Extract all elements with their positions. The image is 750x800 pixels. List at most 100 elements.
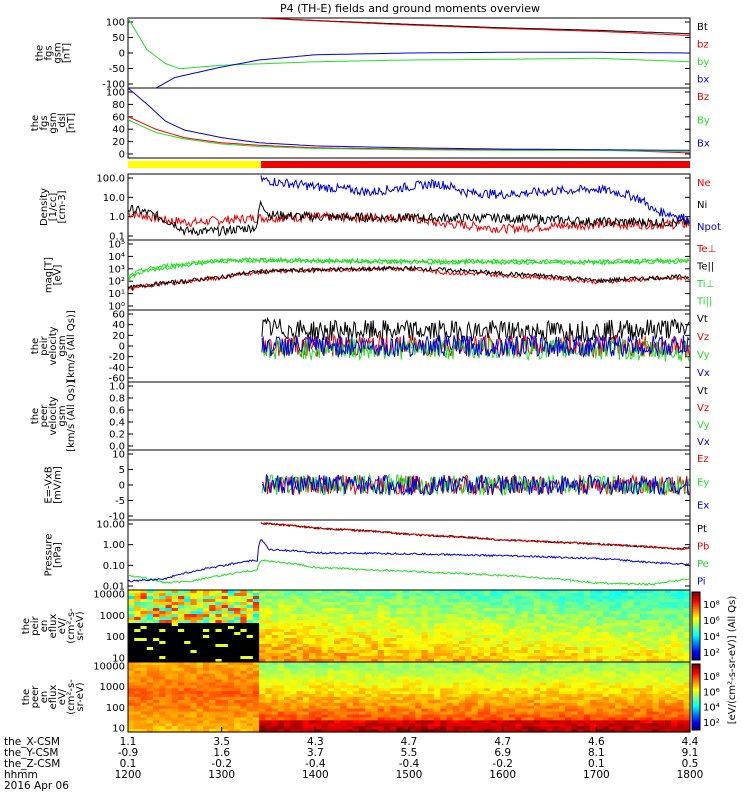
spectro-cell: [327, 720, 335, 724]
spectro-cell: [152, 688, 160, 692]
spectro-cell: [596, 673, 604, 678]
spectro-cell: [577, 611, 585, 615]
spectro-cell: [190, 632, 198, 636]
spectro-cell: [627, 685, 635, 689]
spectro-cell: [490, 708, 498, 713]
spectro-cell: [277, 676, 285, 681]
spectro-cell: [583, 629, 591, 633]
spectro-cell: [352, 593, 360, 597]
spectro-cell: [465, 608, 473, 612]
spectro-cell: [309, 723, 316, 727]
spectro-cell: [583, 638, 591, 642]
spectro-cell: [565, 720, 572, 724]
spectro-cell: [209, 699, 217, 704]
spectro-cell: [177, 614, 185, 618]
spectro-cell: [471, 593, 479, 597]
spectro-cell: [546, 641, 554, 645]
spectro-cell: [215, 626, 223, 630]
spectro-cell: [627, 656, 635, 660]
spectro-cell: [427, 688, 435, 692]
spectro-cell: [128, 632, 135, 636]
spectro-cell: [477, 662, 485, 666]
spectro-cell: [352, 620, 360, 624]
spectro-cell: [658, 632, 666, 636]
spectro-cell: [277, 650, 285, 654]
spectro-cell: [496, 614, 504, 618]
spectro-cell: [496, 599, 504, 603]
spectro-cell: [146, 635, 154, 639]
spectro-cell: [615, 679, 622, 684]
spectro-cell: [502, 632, 510, 636]
spectro-cell: [302, 614, 310, 618]
spectro-cell: [234, 641, 241, 645]
spectro-cell: [433, 617, 441, 621]
spectro-cell: [302, 664, 310, 669]
spectro-cell: [596, 608, 604, 612]
spectro-cell: [621, 711, 629, 716]
spectro-cell: [152, 602, 160, 606]
spectro-cell: [571, 656, 579, 660]
spectro-cell: [596, 617, 604, 621]
spectro-cell: [321, 673, 329, 678]
spectro-cell: [465, 664, 473, 669]
spectro-cell: [483, 608, 491, 612]
spectro-cell: [240, 694, 248, 698]
spectro-cell: [446, 694, 454, 698]
spectro-cell: [327, 593, 335, 597]
spectro-cell: [159, 667, 167, 672]
spectro-cell: [327, 714, 335, 719]
spectro-cell: [465, 626, 473, 630]
spectro-cell: [515, 617, 522, 621]
spectro-cell: [483, 723, 491, 727]
spectro-cell: [190, 599, 198, 603]
spectro-cell: [633, 593, 641, 597]
spectro-cell: [671, 717, 679, 721]
spectro-cell: [271, 679, 279, 684]
spectro-cell: [171, 667, 179, 672]
spectro-cell: [209, 726, 217, 730]
spectro-cell: [371, 699, 379, 704]
spectro-cell: [284, 611, 291, 615]
spectro-cell: [234, 697, 241, 701]
spectro-cell: [190, 664, 198, 669]
spectro-cell: [234, 667, 241, 672]
spectro-cell: [290, 644, 298, 648]
series-by-line: [128, 119, 690, 153]
spectro-cell: [540, 714, 547, 719]
spectro-cell: [140, 635, 148, 639]
spectro-cell: [533, 720, 541, 724]
spectro-cell: [315, 676, 323, 681]
spectro-cell: [234, 593, 241, 597]
spectro-cell: [558, 662, 566, 666]
spectro-cell: [540, 590, 547, 594]
spectro-cell: [309, 699, 316, 704]
spectro-cell: [496, 682, 504, 686]
spectro-cell: [259, 659, 266, 663]
spectro-cell: [377, 608, 385, 612]
spectro-cell: [290, 699, 298, 704]
spectro-cell: [309, 711, 316, 716]
spectro-cell: [558, 635, 566, 639]
spectro-cell: [359, 656, 366, 660]
spectro-cell: [533, 691, 541, 695]
spectro-cell: [277, 708, 285, 713]
spectro-cell: [252, 608, 260, 612]
spectro-cell: [390, 620, 398, 624]
spectro-cell: [284, 726, 291, 730]
spectro-cell: [352, 673, 360, 678]
spectro-cell: [471, 705, 479, 710]
spectro-cell: [284, 626, 291, 630]
spectro-cell: [140, 593, 148, 597]
spectro-cell: [321, 626, 329, 630]
spectro-cell: [215, 667, 223, 672]
spectro-cell: [321, 691, 329, 695]
spectro-cell: [390, 711, 398, 716]
spectro-cell: [396, 694, 404, 698]
spectro-cell: [159, 685, 167, 689]
spectro-cell: [190, 717, 198, 721]
spectro-cell: [502, 647, 510, 651]
spectro-cell: [234, 599, 241, 603]
spectro-cell: [590, 653, 597, 657]
spectro-cell: [458, 691, 466, 695]
spectro-cell: [458, 694, 466, 698]
